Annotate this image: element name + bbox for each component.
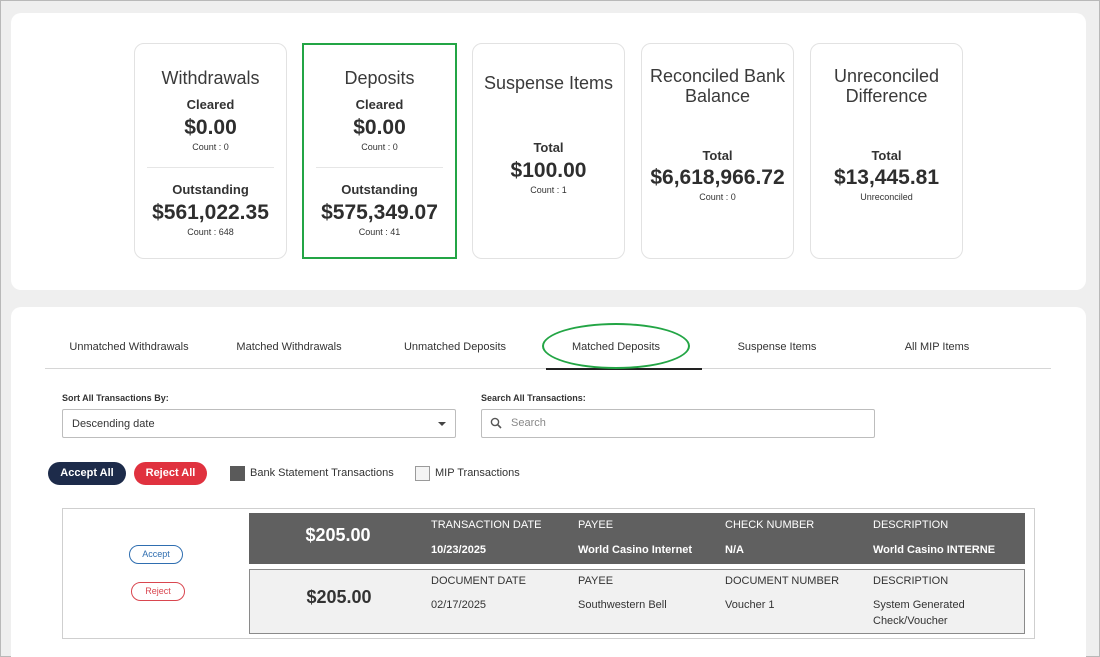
reject-button[interactable]: Reject — [131, 582, 185, 601]
withdrawals-outstanding-amount: $561,022.35 — [152, 201, 269, 224]
caret-down-icon — [438, 422, 446, 426]
reconciled-card[interactable]: Reconciled Bank Balance Total $6,618,966… — [641, 43, 794, 259]
deposits-cleared-amount: $0.00 — [353, 116, 406, 139]
deposits-cleared-label: Cleared — [355, 97, 404, 112]
tab-active-indicator — [546, 368, 702, 370]
suspense-total-label: Total — [533, 140, 564, 155]
bank-date-header: TRANSACTION DATE — [431, 519, 542, 531]
accept-all-button[interactable]: Accept All — [48, 462, 126, 485]
deposits-outstanding-count: Count : 41 — [358, 227, 401, 237]
mip-legend-swatch — [415, 466, 430, 481]
bank-payee-header: PAYEE — [578, 519, 614, 531]
mip-description-header: DESCRIPTION — [873, 575, 949, 587]
mip-legend-label: MIP Transactions — [435, 467, 520, 479]
match-group: Accept Reject $205.00 TRANSACTION DATE 1… — [62, 508, 1035, 639]
reconciled-count: Count : 0 — [699, 192, 736, 202]
sort-select[interactable]: Descending date — [62, 409, 456, 438]
accept-button[interactable]: Accept — [129, 545, 183, 564]
bank-legend-label: Bank Statement Transactions — [250, 467, 394, 479]
mip-document-number: Voucher 1 — [725, 599, 775, 611]
withdrawals-title: Withdrawals — [161, 68, 260, 88]
tab-matched-withdrawals[interactable]: Matched Withdrawals — [236, 341, 342, 353]
deposits-card[interactable]: Deposits Cleared $0.00 Count : 0 Outstan… — [302, 43, 457, 259]
suspense-card[interactable]: Suspense Items Total $100.00 Count : 1 — [472, 43, 625, 259]
search-label: Search All Transactions: — [481, 393, 586, 403]
mip-payee-header: PAYEE — [578, 575, 614, 587]
sort-label: Sort All Transactions By: — [62, 393, 169, 403]
unreconciled-title-line2: Difference — [845, 86, 928, 106]
search-placeholder: Search — [511, 417, 546, 429]
bank-legend-swatch — [230, 466, 245, 481]
tab-suspense-items[interactable]: Suspense Items — [737, 341, 817, 353]
bank-description: World Casino INTERNE — [873, 544, 996, 556]
tab-all-mip-items[interactable]: All MIP Items — [904, 341, 970, 353]
mip-description-line2: Check/Voucher — [873, 615, 948, 627]
tab-unmatched-deposits[interactable]: Unmatched Deposits — [403, 341, 507, 353]
transactions-panel: Unmatched Withdrawals Matched Withdrawal… — [11, 307, 1086, 657]
unreconciled-total-amount: $13,445.81 — [833, 166, 940, 189]
highlight-circle — [542, 323, 690, 369]
withdrawals-card[interactable]: Withdrawals Cleared $0.00 Count : 0 Outs… — [134, 43, 287, 259]
bank-transaction-row[interactable]: $205.00 TRANSACTION DATE 10/23/2025 PAYE… — [249, 513, 1025, 564]
bank-description-header: DESCRIPTION — [873, 519, 949, 531]
mip-date-header: DOCUMENT DATE — [431, 575, 526, 587]
sort-select-value: Descending date — [72, 418, 155, 430]
reconciled-total-amount: $6,618,966.72 — [650, 166, 785, 189]
withdrawals-outstanding-count: Count : 648 — [187, 227, 234, 237]
mip-description-line1: System Generated — [873, 599, 965, 611]
deposits-cleared-count: Count : 0 — [361, 142, 398, 152]
unreconciled-sub: Unreconciled — [860, 192, 913, 202]
suspense-count: Count : 1 — [530, 185, 567, 195]
deposits-divider — [316, 167, 443, 168]
search-icon — [490, 417, 502, 429]
withdrawals-divider — [147, 167, 274, 168]
suspense-title: Suspense Items — [483, 73, 614, 93]
deposits-title: Deposits — [344, 68, 415, 88]
deposits-outstanding-label: Outstanding — [341, 182, 418, 197]
mip-date: 02/17/2025 — [431, 599, 487, 611]
suspense-total-amount: $100.00 — [510, 159, 587, 182]
unreconciled-card[interactable]: Unreconciled Difference Total $13,445.81… — [810, 43, 963, 259]
bank-date: 10/23/2025 — [431, 544, 487, 556]
withdrawals-cleared-label: Cleared — [186, 97, 235, 112]
bank-check-number-header: CHECK NUMBER — [725, 519, 815, 531]
withdrawals-cleared-count: Count : 0 — [192, 142, 229, 152]
withdrawals-outstanding-label: Outstanding — [172, 182, 249, 197]
mip-payee: Southwestern Bell — [578, 599, 667, 611]
mip-transaction-row[interactable]: $205.00 DOCUMENT DATE 02/17/2025 PAYEE S… — [249, 569, 1025, 634]
unreconciled-total-label: Total — [871, 148, 902, 163]
summary-panel: Withdrawals Cleared $0.00 Count : 0 Outs… — [11, 13, 1086, 290]
bank-amount: $205.00 — [305, 525, 371, 545]
unreconciled-title-line1: Unreconciled — [833, 66, 940, 86]
reject-all-button[interactable]: Reject All — [134, 462, 207, 485]
tab-unmatched-withdrawals[interactable]: Unmatched Withdrawals — [69, 341, 189, 353]
reconciled-total-label: Total — [702, 148, 733, 163]
deposits-outstanding-amount: $575,349.07 — [321, 201, 438, 224]
reconciled-title-line1: Reconciled Bank — [649, 66, 786, 86]
bank-check-number: N/A — [725, 544, 744, 556]
mip-document-number-header: DOCUMENT NUMBER — [725, 575, 840, 587]
search-input[interactable]: Search — [481, 409, 875, 438]
withdrawals-cleared-amount: $0.00 — [184, 116, 237, 139]
bank-payee: World Casino Internet — [578, 544, 693, 556]
reconciled-title-line2: Balance — [684, 86, 751, 106]
mip-amount: $205.00 — [306, 587, 372, 607]
